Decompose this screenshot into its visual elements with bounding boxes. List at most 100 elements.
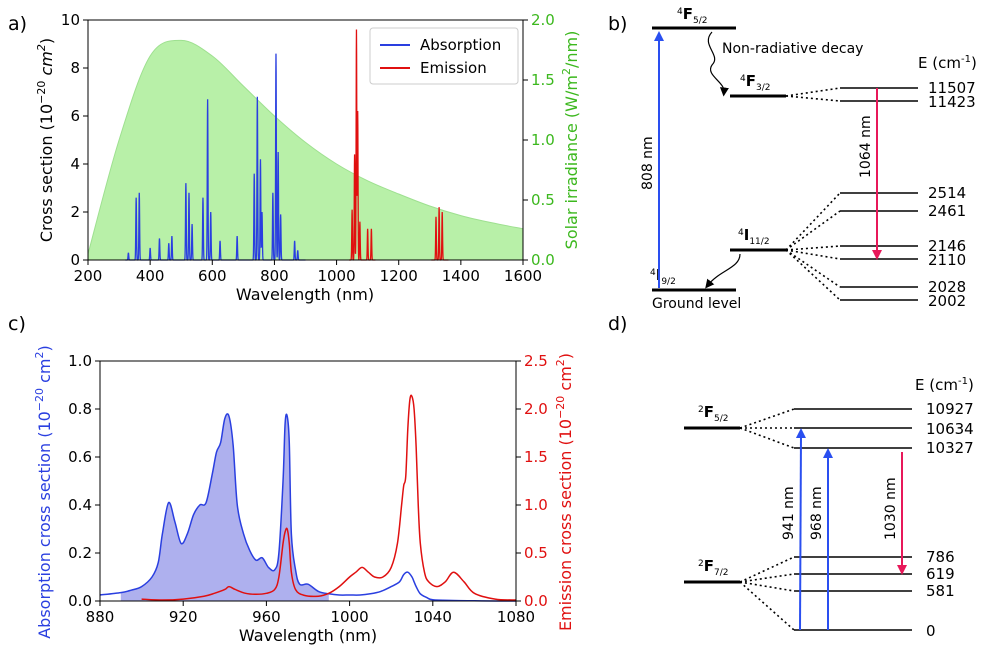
y2-tick-label: 0.0	[531, 251, 555, 269]
legend-emission-label: Emission	[420, 59, 487, 77]
x-tick-label: 800	[260, 267, 289, 285]
x-tick-label: 200	[74, 267, 103, 285]
y-tick-label: 8	[70, 59, 80, 77]
x-tick-label: 400	[136, 267, 165, 285]
sublevel-label: 786	[926, 548, 955, 566]
diagram-d-energy-label: E (cm-1)	[915, 376, 974, 394]
y-tick-label: 0.4	[68, 496, 92, 514]
diagram-d: E (cm-1) 2F5/2 2F7/2 10927 10634 10327 7…	[684, 376, 974, 640]
x-tick-label: 1000	[317, 267, 355, 285]
sublevel-label: 0	[926, 622, 936, 640]
absorption-series	[99, 413, 517, 602]
decay-label: Non-radiative decay	[722, 41, 863, 57]
chart-c-xlabel: Wavelength (nm)	[239, 626, 377, 645]
panel-label-c: c)	[8, 313, 26, 335]
chart-a-y2label: Solar irradiance (W/m2/nm)	[560, 31, 581, 250]
panel-label-b: b)	[608, 13, 627, 35]
legend-absorption-label: Absorption	[420, 36, 501, 54]
y-tick-label: 0	[70, 251, 80, 269]
panel-label-d: d)	[608, 313, 627, 335]
pump-label-968: 968 nm	[809, 486, 825, 540]
state-label-4I92: 4I9/2	[650, 266, 676, 287]
sublevel-label: 2514	[928, 184, 966, 202]
sublevel-connector	[739, 427, 795, 449]
sublevel-label: 10327	[926, 439, 974, 457]
pump-arrow-941	[795, 428, 806, 631]
decay-arrow-lower	[705, 253, 741, 289]
sublevel-label: 11507	[928, 79, 976, 97]
y-tick-label: 0.0	[68, 592, 92, 610]
chart-a: 200 400 600 800 1000 1200 1400 1600 0 2 4 6 8 10 0.0…	[35, 11, 581, 304]
x-tick-label: 1000	[331, 608, 369, 626]
y-tick-label: 4	[70, 155, 80, 173]
x-tick-label: 1400	[442, 267, 480, 285]
state-label-4F52: 4F5/2	[677, 5, 707, 26]
chart-c: 880 920 960 1000 1040 1080 0.0 0.2 0.4 0.6 0.8 1.0…	[33, 345, 575, 645]
panel-label-a: a)	[8, 13, 27, 35]
sublevel-label: 2461	[928, 202, 966, 220]
state-label-2F72: 2F7/2	[698, 557, 728, 578]
sublevel-label: 2110	[928, 251, 966, 269]
sublevel-connector	[739, 408, 795, 429]
y2-tick-label: 0.0	[524, 592, 548, 610]
sublevel-connector	[739, 556, 795, 583]
emission-series	[141, 394, 517, 601]
sublevel-connector	[739, 573, 795, 583]
y2-tick-label: 1.0	[531, 131, 555, 149]
solar-irradiance-area	[87, 39, 524, 261]
sublevel-label: 10927	[926, 400, 974, 418]
sublevel-label: 2028	[928, 278, 966, 296]
sublevel-connector	[785, 210, 841, 251]
chart-a-ylabel: Cross section (10−20 cm2)	[35, 38, 56, 242]
x-tick-label: 880	[86, 608, 115, 626]
sublevel-connector	[785, 87, 841, 97]
y-tick-label: 0.6	[68, 448, 92, 466]
laser-label-1030: 1030 nm	[883, 477, 899, 540]
y2-tick-label: 2.0	[524, 400, 548, 418]
sublevel-connector	[785, 245, 841, 251]
y-tick-label: 6	[70, 107, 80, 125]
sublevel-connector	[739, 581, 795, 592]
chart-a-xlabel: Wavelength (nm)	[236, 285, 374, 304]
y-tick-label: 0.2	[68, 544, 92, 562]
sublevel-connector	[785, 249, 841, 260]
state-label-4I112: 4I11/2	[738, 226, 770, 247]
chart-c-ylabel: Absorption cross section (10−20 cm2)	[33, 345, 54, 639]
x-tick-label: 1040	[414, 608, 452, 626]
pump-label-941: 941 nm	[781, 486, 797, 540]
sublevel-label: 581	[926, 582, 955, 600]
y-tick-label: 0.8	[68, 400, 92, 418]
chart-c-y2label: Emission cross section (10−20 cm2)	[554, 353, 575, 631]
x-tick-label: 1080	[497, 608, 535, 626]
absorption-shaded-area	[120, 413, 329, 601]
sublevel-label: 11423	[928, 93, 976, 111]
state-label-4F32: 4F3/2	[740, 72, 770, 93]
sublevel-label: 2002	[928, 292, 966, 310]
x-tick-label: 920	[169, 608, 198, 626]
sublevel-connector	[785, 249, 841, 301]
state-label-2F52: 2F5/2	[698, 403, 728, 424]
y2-tick-label: 2.0	[531, 11, 555, 29]
sublevel-label: 10634	[926, 420, 974, 438]
x-tick-label: 1200	[380, 267, 418, 285]
y2-tick-label: 2.5	[524, 352, 548, 370]
decay-arrow	[707, 31, 729, 97]
chart-c-frame	[99, 360, 517, 602]
sublevel-label: 2146	[928, 237, 966, 255]
sublevel-connector	[785, 95, 841, 102]
y2-tick-label: 1.5	[524, 448, 548, 466]
y-tick-label: 2	[70, 203, 80, 221]
laser-label-1064: 1064 nm	[858, 115, 874, 178]
x-tick-label: 1600	[504, 267, 542, 285]
x-tick-label: 960	[252, 608, 281, 626]
y-tick-label: 1.0	[68, 352, 92, 370]
diagram-b-energy-label: E (cm-1)	[918, 54, 977, 72]
y2-tick-label: 1.5	[531, 71, 555, 89]
pump-label-808: 808 nm	[640, 136, 656, 190]
sublevel-connector	[785, 249, 841, 288]
sublevel-label: 619	[926, 565, 955, 583]
ground-level-label: Ground level	[652, 296, 741, 312]
y-tick-label: 10	[61, 11, 80, 29]
sublevel-connector	[785, 192, 841, 251]
